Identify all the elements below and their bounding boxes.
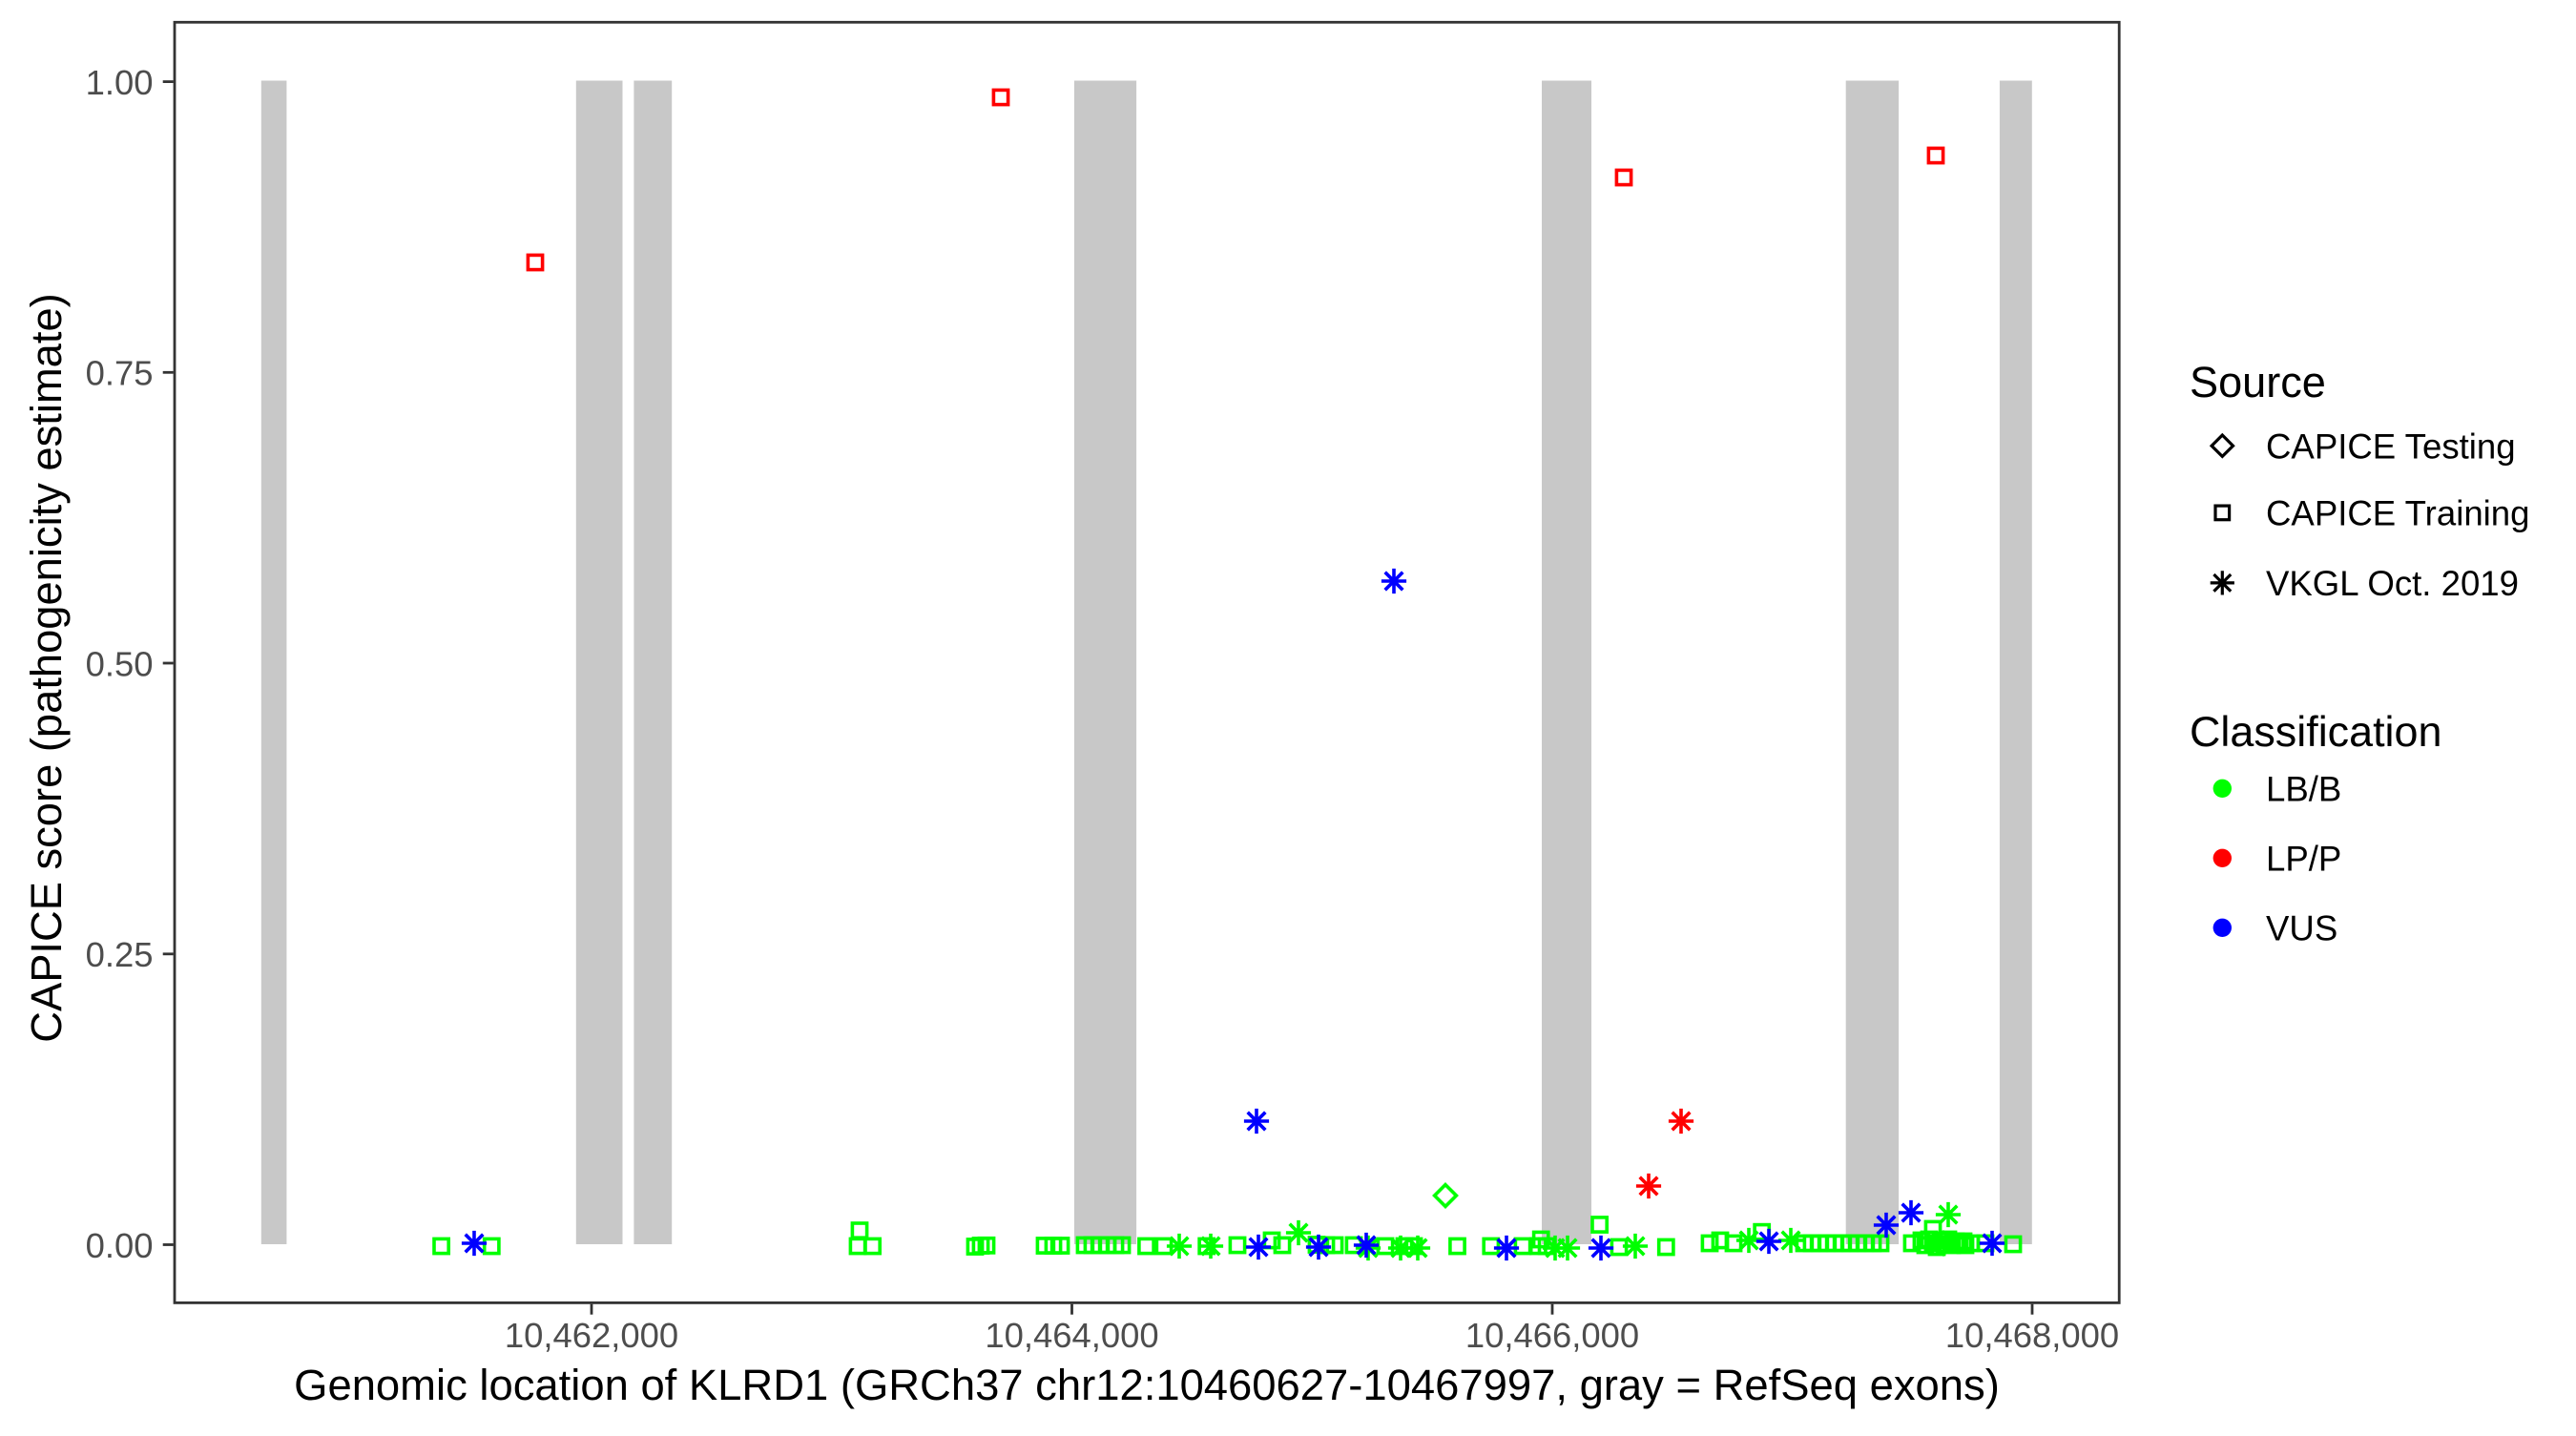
svg-text:Genomic location of KLRD1 (GRC: Genomic location of KLRD1 (GRCh37 chr12:…: [294, 1361, 2000, 1409]
svg-text:VKGL Oct. 2019: VKGL Oct. 2019: [2266, 564, 2519, 603]
svg-text:0.75: 0.75: [86, 354, 154, 393]
svg-text:1.00: 1.00: [86, 63, 154, 102]
svg-text:Classification: Classification: [2190, 707, 2441, 756]
svg-text:CAPICE Testing: CAPICE Testing: [2266, 427, 2516, 467]
svg-text:LP/P: LP/P: [2266, 840, 2341, 879]
svg-text:10,466,000: 10,466,000: [1465, 1316, 1639, 1355]
svg-text:0.00: 0.00: [86, 1226, 154, 1265]
svg-text:10,468,000: 10,468,000: [1945, 1316, 2119, 1355]
svg-text:LB/B: LB/B: [2266, 770, 2341, 809]
svg-text:0.25: 0.25: [86, 935, 154, 974]
svg-text:10,462,000: 10,462,000: [505, 1316, 678, 1355]
svg-text:Source: Source: [2190, 358, 2326, 406]
svg-text:CAPICE score (pathogenicity es: CAPICE score (pathogenicity estimate): [22, 293, 71, 1042]
svg-text:VUS: VUS: [2266, 909, 2337, 948]
svg-text:10,464,000: 10,464,000: [985, 1316, 1158, 1355]
svg-text:0.50: 0.50: [86, 644, 154, 683]
svg-text:CAPICE Training: CAPICE Training: [2266, 494, 2529, 533]
